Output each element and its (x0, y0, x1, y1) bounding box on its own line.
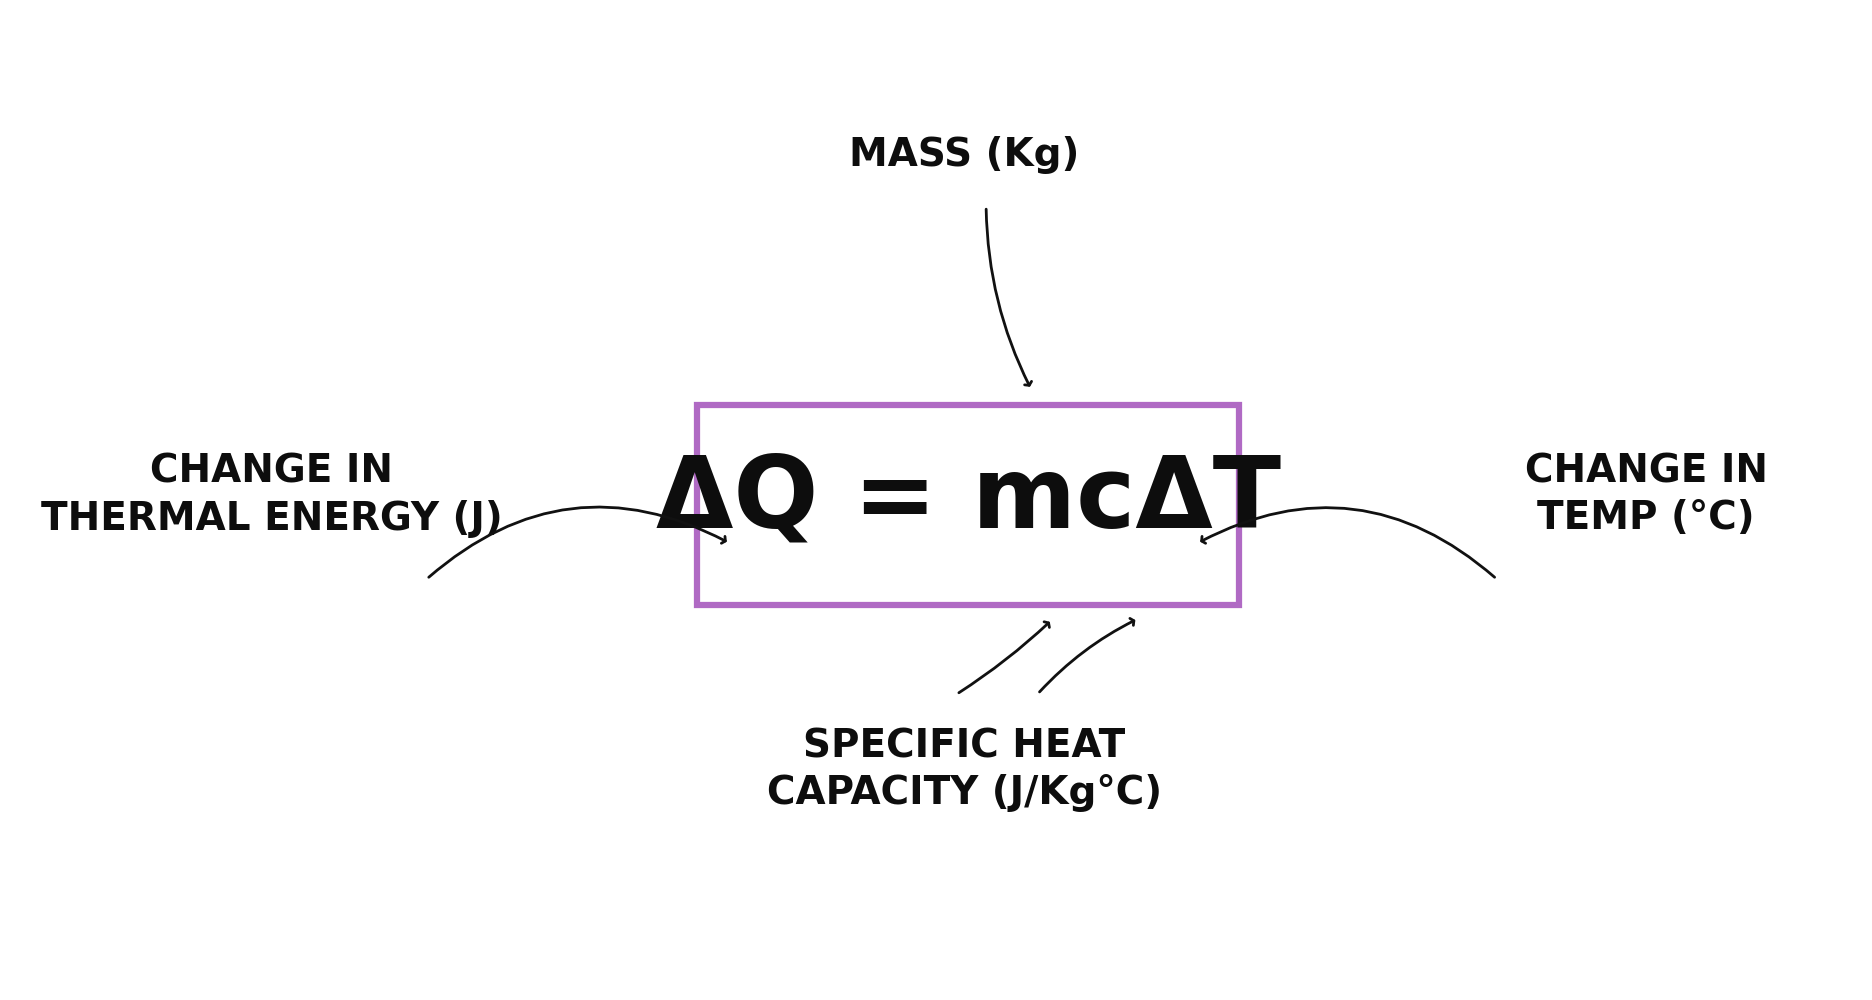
FancyBboxPatch shape (696, 405, 1239, 605)
Text: SPECIFIC HEAT
CAPACITY (J/Kg°C): SPECIFIC HEAT CAPACITY (J/Kg°C) (768, 728, 1163, 812)
Text: CHANGE IN
TEMP (°C): CHANGE IN TEMP (°C) (1524, 452, 1767, 538)
Text: CHANGE IN
THERMAL ENERGY (J): CHANGE IN THERMAL ENERGY (J) (41, 452, 504, 538)
Text: ΔQ = mcΔT: ΔQ = mcΔT (655, 452, 1280, 548)
Text: MASS (Kg): MASS (Kg) (850, 136, 1080, 174)
